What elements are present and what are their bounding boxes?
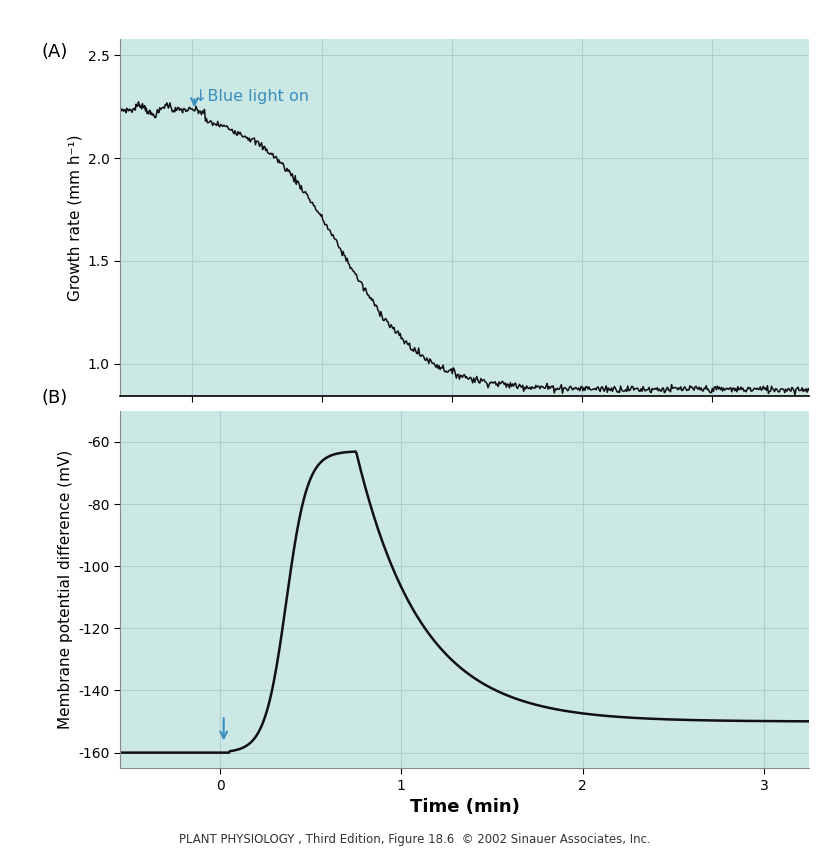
Text: ↓Blue light on: ↓Blue light on [194,89,310,104]
Y-axis label: Membrane potential difference (mV): Membrane potential difference (mV) [58,450,73,729]
Text: (B): (B) [42,389,67,407]
Y-axis label: Growth rate (mm h⁻¹): Growth rate (mm h⁻¹) [67,135,82,301]
Text: (A): (A) [42,43,67,61]
Text: PLANT PHYSIOLOGY , Third Edition, Figure 18.6  © 2002 Sinauer Associates, Inc.: PLANT PHYSIOLOGY , Third Edition, Figure… [179,833,651,846]
X-axis label: Time (min): Time (min) [410,799,520,816]
